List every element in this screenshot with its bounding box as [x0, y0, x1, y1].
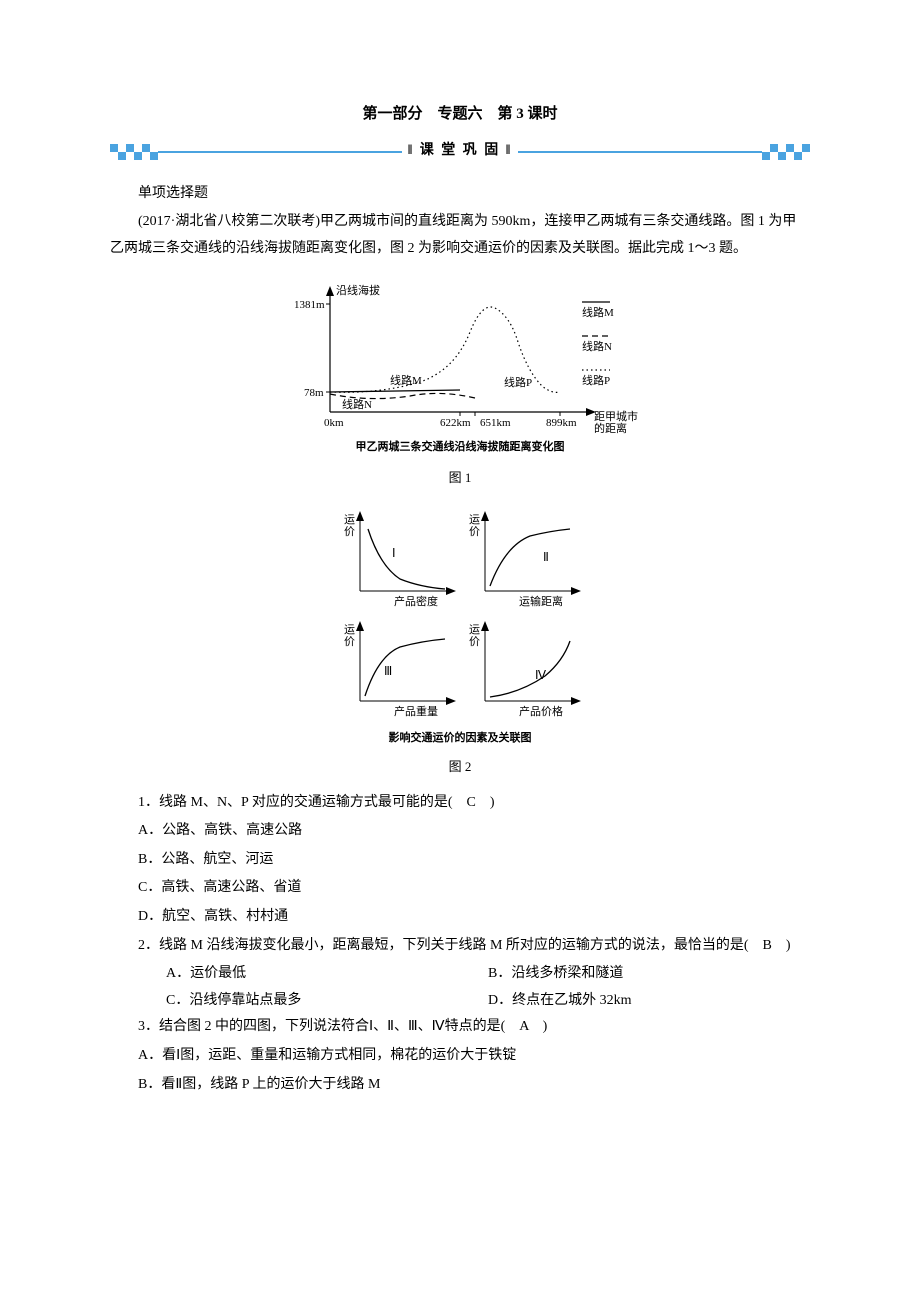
y-max-label: 1381m	[294, 299, 325, 311]
route-n-line	[330, 394, 475, 399]
q2-opt-c: C．沿线停靠站点最多	[166, 988, 488, 1015]
y-axis-label: 沿线海拔	[336, 283, 380, 297]
svg-text:运: 运	[469, 623, 480, 636]
svg-text:运: 运	[469, 513, 480, 526]
svg-text:价: 价	[469, 635, 480, 648]
q3-opt-b: B．看Ⅱ图，线路 P 上的运价大于线路 M	[110, 1072, 810, 1099]
context-text: (2017·湖北省八校第二次联考)甲乙两城市间的直线距离为 590km，连接甲乙…	[110, 209, 810, 262]
svg-text:运: 运	[344, 623, 355, 636]
figure-2-caption: 图 2	[110, 755, 810, 780]
svg-text:899km: 899km	[546, 417, 577, 429]
q2-stem: 2．线路 M 沿线海拔变化最小，距离最短，下列关于线路 M 所对应的运输方式的说…	[110, 933, 810, 960]
svg-text:价: 价	[469, 525, 480, 538]
banner-text: ‖ 课 堂 巩 固 ‖	[402, 138, 519, 165]
banner-deco-right	[762, 144, 810, 160]
q1-opt-b: B．公路、航空、河运	[110, 847, 810, 874]
q2-opt-a: A．运价最低	[166, 961, 488, 988]
banner-deco-left	[110, 144, 158, 160]
svg-text:Ⅲ: Ⅲ	[384, 664, 392, 678]
q1-opt-c: C．高铁、高速公路、省道	[110, 875, 810, 902]
svg-text:影响交通运价的因素及关联图: 影响交通运价的因素及关联图	[389, 730, 532, 744]
svg-text:运输距离: 运输距离	[519, 594, 563, 608]
q1-opt-d: D．航空、高铁、村村通	[110, 904, 810, 931]
q3-opt-a: A．看Ⅰ图，运距、重量和运输方式相同，棉花的运价大于铁锭	[110, 1043, 810, 1070]
svg-text:线路M: 线路M	[390, 373, 422, 387]
svg-text:Ⅱ: Ⅱ	[543, 550, 549, 564]
svg-text:651km: 651km	[480, 417, 511, 429]
svg-text:运: 运	[344, 513, 355, 526]
elevation-chart: 沿线海拔 1381m 78m 0km 622km 651km 899km 距甲城…	[270, 272, 650, 462]
page-title: 第一部分 专题六 第 3 课时	[110, 100, 810, 129]
svg-text:价: 价	[344, 635, 355, 648]
svg-text:产品价格: 产品价格	[519, 704, 563, 718]
svg-text:产品密度: 产品密度	[394, 594, 438, 608]
section-label: 单项选择题	[110, 181, 810, 208]
svg-text:622km: 622km	[440, 417, 471, 429]
q2-row-2: C．沿线停靠站点最多 D．终点在乙城外 32km	[166, 988, 810, 1015]
svg-text:产品重量: 产品重量	[394, 704, 438, 718]
figure-1-caption: 图 1	[110, 466, 810, 491]
price-factors-chart: 运 价 Ⅰ 产品密度 运 价 Ⅱ 运输距离 运 价 Ⅲ 产品重量 运 价	[330, 501, 590, 751]
svg-text:Ⅳ: Ⅳ	[535, 668, 546, 682]
q2-opt-b: B．沿线多桥梁和隧道	[488, 961, 810, 988]
svg-text:的距离: 的距离	[594, 421, 627, 435]
figure-2: 运 价 Ⅰ 产品密度 运 价 Ⅱ 运输距离 运 价 Ⅲ 产品重量 运 价	[110, 501, 810, 780]
q2-row-1: A．运价最低 B．沿线多桥梁和隧道	[166, 961, 810, 988]
q3-stem: 3．结合图 2 中的四图，下列说法符合Ⅰ、Ⅱ、Ⅲ、Ⅳ特点的是( A )	[110, 1014, 810, 1041]
figure-1: 沿线海拔 1381m 78m 0km 622km 651km 899km 距甲城…	[110, 272, 810, 491]
svg-text:0km: 0km	[324, 417, 344, 429]
svg-text:距甲城市: 距甲城市	[594, 409, 638, 423]
svg-text:Ⅰ: Ⅰ	[392, 546, 396, 560]
svg-text:线路N: 线路N	[582, 339, 612, 353]
svg-text:价: 价	[344, 525, 355, 538]
svg-text:线路N: 线路N	[342, 397, 372, 411]
y-min-label: 78m	[304, 387, 324, 399]
svg-text:线路P: 线路P	[582, 373, 610, 387]
q2-opt-d: D．终点在乙城外 32km	[488, 988, 810, 1015]
q1-opt-a: A．公路、高铁、高速公路	[110, 818, 810, 845]
svg-text:甲乙两城三条交通线沿线海拔随距离变化图: 甲乙两城三条交通线沿线海拔随距离变化图	[356, 439, 565, 453]
svg-text:线路M: 线路M	[582, 305, 614, 319]
svg-text:线路P: 线路P	[504, 375, 532, 389]
section-banner: ‖ 课 堂 巩 固 ‖	[110, 141, 810, 163]
q1-stem: 1．线路 M、N、P 对应的交通运输方式最可能的是( C )	[110, 790, 810, 817]
